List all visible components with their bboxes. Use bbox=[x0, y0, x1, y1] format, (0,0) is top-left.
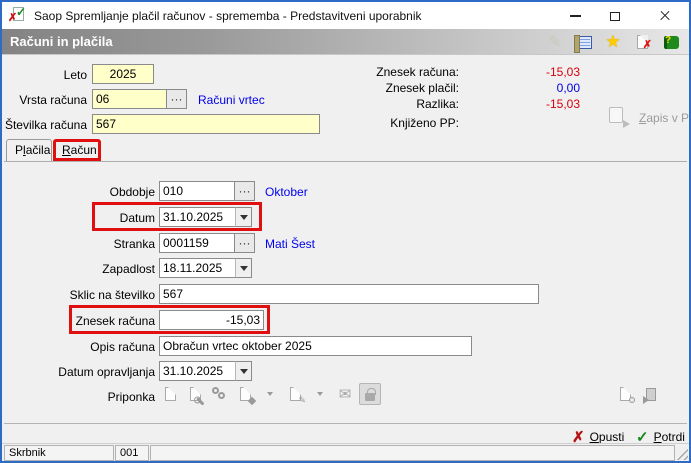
minimize-button[interactable] bbox=[558, 4, 592, 28]
link-attachment-icon[interactable] bbox=[209, 383, 231, 405]
opusti-button[interactable]: ✗ Opusti bbox=[572, 428, 625, 446]
chevron-down-icon bbox=[239, 265, 248, 271]
summary-znesek-placil-value: 0,00 bbox=[556, 81, 580, 95]
opis-racuna-label: Opis računa bbox=[90, 340, 155, 354]
priponka-label: Priponka bbox=[107, 390, 155, 404]
close-icon bbox=[659, 10, 671, 22]
help-book-icon[interactable]: ? bbox=[661, 32, 681, 52]
form-header: Računi in plačila ✎ ★ ✗ ? bbox=[2, 29, 689, 55]
obdobje-description: Oktober bbox=[265, 185, 308, 199]
tab-placila[interactable]: Plačila bbox=[6, 139, 52, 161]
close-button[interactable] bbox=[642, 4, 687, 28]
edit-attachment-dropdown-icon[interactable] bbox=[309, 383, 331, 405]
priponka-toolbar: ✎ ✉ bbox=[159, 383, 381, 406]
datum-field[interactable] bbox=[159, 207, 236, 227]
post-to-pp-icon bbox=[607, 106, 630, 128]
ledger-icon[interactable] bbox=[573, 32, 594, 53]
znesek-racuna-label: Znesek računa bbox=[75, 314, 155, 328]
zapadlost-dropdown-button[interactable] bbox=[235, 258, 252, 278]
stevilka-racuna-label: Številka računa bbox=[4, 118, 87, 132]
chevron-down-icon bbox=[239, 368, 248, 374]
datum-label: Datum bbox=[119, 211, 155, 225]
stranka-browse-button[interactable]: ··· bbox=[234, 233, 255, 253]
leto-field[interactable] bbox=[92, 64, 154, 84]
stranka-description: Mati Šest bbox=[265, 237, 316, 251]
summary-znesek-placil-label: Znesek plačil: bbox=[385, 81, 459, 95]
potrdi-button[interactable]: ✓ Potrdi bbox=[636, 428, 685, 446]
zapadlost-field[interactable] bbox=[159, 258, 236, 278]
znesek-racuna-field[interactable] bbox=[159, 310, 264, 330]
sklic-field[interactable] bbox=[159, 284, 539, 304]
leto-label: Leto bbox=[63, 68, 87, 82]
tab-panel-border bbox=[4, 161, 687, 162]
chevron-down-icon bbox=[239, 214, 248, 220]
datum-opravljanja-dropdown-button[interactable] bbox=[235, 361, 252, 381]
vrsta-racuna-field[interactable] bbox=[92, 89, 167, 109]
lock-icon[interactable] bbox=[359, 383, 381, 405]
tab-racun[interactable]: Račun bbox=[53, 139, 101, 161]
status-code: 001 bbox=[115, 445, 149, 461]
window-title: Saop Spremljanje plačil računov - spreme… bbox=[34, 9, 422, 23]
vrsta-racuna-label: Vrsta računa bbox=[19, 93, 87, 107]
datum-dropdown-button[interactable] bbox=[235, 207, 252, 227]
datum-opravljanja-field[interactable] bbox=[159, 361, 236, 381]
opis-racuna-field[interactable] bbox=[159, 336, 472, 356]
export-attachment-dropdown-icon[interactable] bbox=[259, 383, 281, 405]
status-bar: Skrbnik 001 bbox=[2, 443, 689, 461]
maximize-button[interactable] bbox=[598, 4, 632, 28]
status-user: Skrbnik bbox=[4, 445, 114, 461]
cancel-x-icon: ✗ bbox=[572, 428, 585, 446]
page-title: Računi in plačila bbox=[10, 34, 113, 49]
edit-attachment-icon[interactable]: ✎ bbox=[284, 383, 306, 405]
obdobje-browse-button[interactable]: ··· bbox=[234, 181, 255, 201]
obdobje-label: Obdobje bbox=[109, 185, 155, 199]
priponka-right-toolbar bbox=[614, 383, 662, 405]
attachment-export-door-icon[interactable] bbox=[640, 383, 662, 405]
favorite-star-icon[interactable]: ★ bbox=[605, 32, 621, 51]
stevilka-racuna-field[interactable] bbox=[92, 114, 320, 134]
stranka-label: Stranka bbox=[113, 237, 155, 251]
zapis-v-pp-button[interactable]: Zapis v PP bbox=[639, 111, 690, 125]
attachment-settings-icon[interactable] bbox=[184, 383, 206, 405]
new-attachment-icon[interactable] bbox=[159, 383, 181, 405]
attachment-info-icon[interactable] bbox=[614, 383, 636, 405]
sklic-label: Sklic na številko bbox=[69, 288, 155, 302]
mail-attachment-icon[interactable]: ✉ bbox=[338, 386, 352, 403]
datum-opravljanja-label: Datum opravljanja bbox=[58, 365, 155, 379]
confirm-check-icon: ✓ bbox=[636, 428, 649, 446]
obdobje-field[interactable] bbox=[159, 181, 235, 201]
summary-znesek-racuna-label: Znesek računa: bbox=[376, 65, 459, 79]
export-attachment-icon[interactable] bbox=[234, 383, 257, 406]
knjizeno-pp-label: Knjiženo PP: bbox=[390, 116, 459, 130]
resize-grip[interactable] bbox=[676, 448, 688, 460]
summary-znesek-racuna-value: -15,03 bbox=[545, 65, 580, 79]
edit-icon[interactable]: ✎ bbox=[548, 34, 562, 51]
header-toolbar: ✎ ★ ✗ ? bbox=[545, 29, 681, 55]
stranka-field[interactable] bbox=[159, 233, 235, 253]
vrsta-racuna-browse-button[interactable]: ··· bbox=[166, 89, 187, 109]
status-message bbox=[150, 445, 675, 461]
zapadlost-label: Zapadlost bbox=[102, 262, 155, 276]
summary-razlika-label: Razlika: bbox=[416, 97, 459, 111]
delete-document-icon[interactable]: ✗ bbox=[632, 32, 652, 52]
footer-separator bbox=[4, 423, 687, 424]
app-icon: ✗ ✓ bbox=[8, 5, 27, 24]
summary-razlika-value: -15,03 bbox=[545, 97, 580, 111]
vrsta-racuna-description: Računi vrtec bbox=[198, 93, 265, 107]
title-bar: ✗ ✓ Saop Spremljanje plačil računov - sp… bbox=[2, 2, 689, 29]
